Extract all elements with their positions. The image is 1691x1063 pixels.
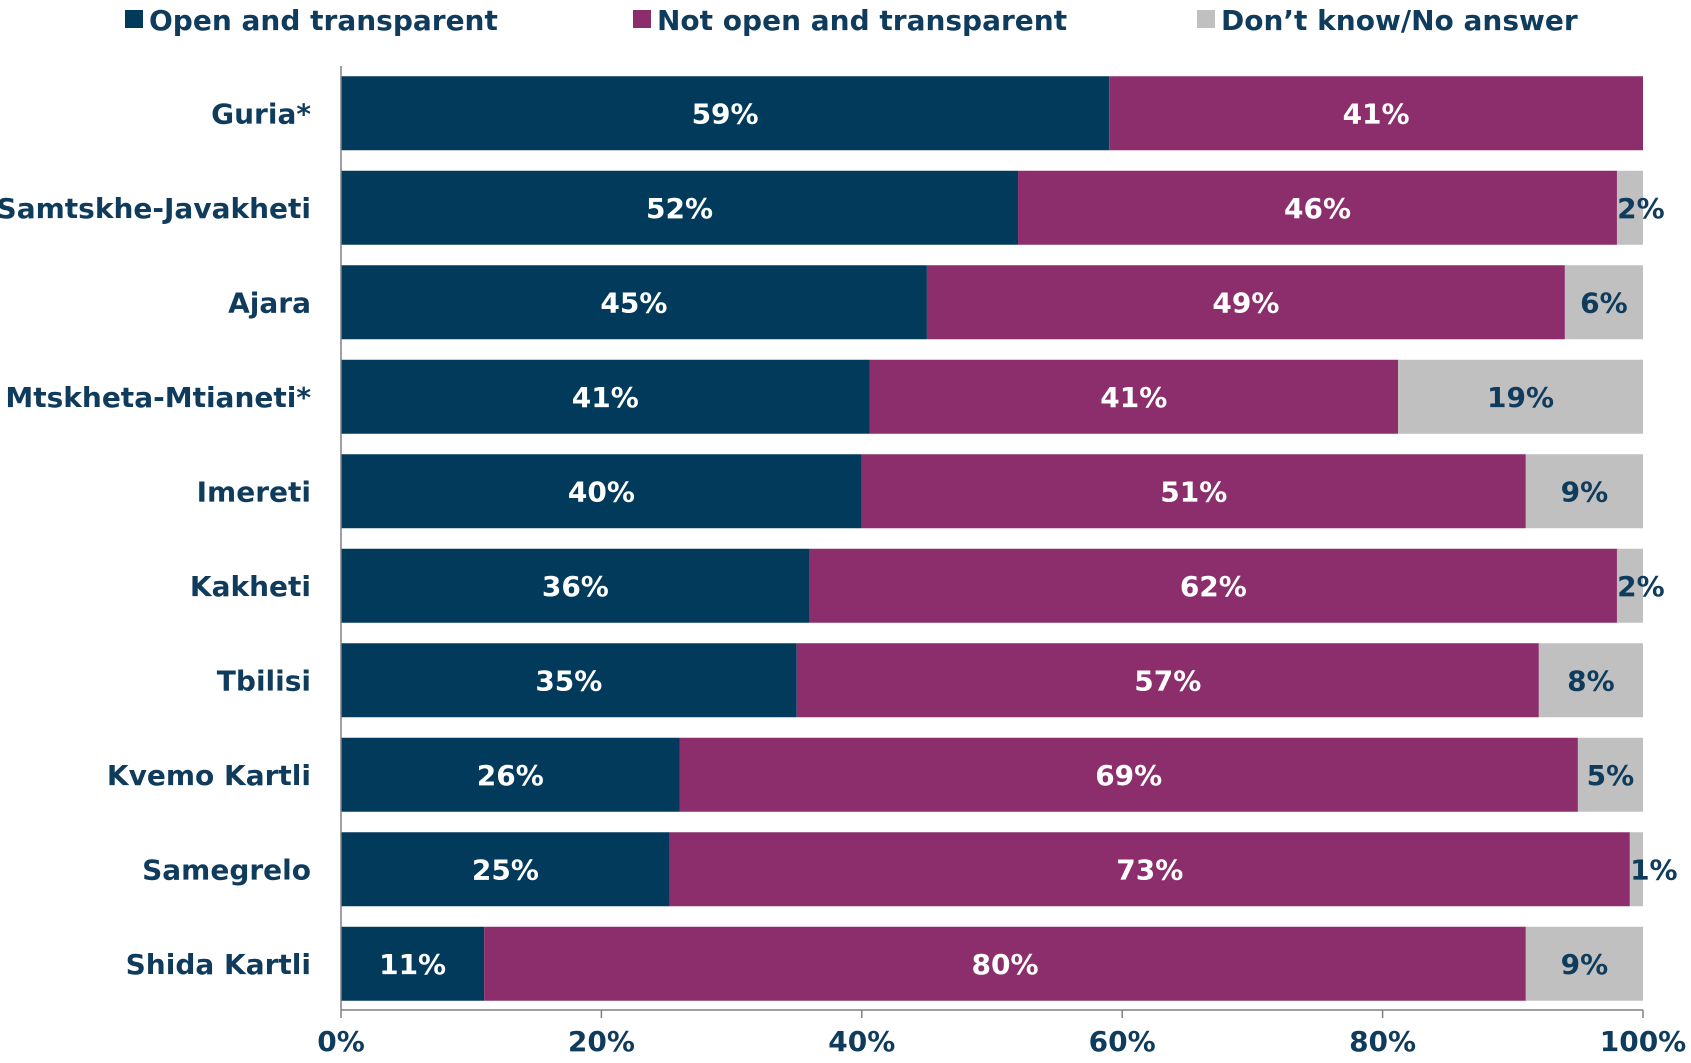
x-tick-label: 40% xyxy=(828,1025,895,1058)
category-label: Kvemo Kartli xyxy=(107,759,311,792)
data-label: 5% xyxy=(1587,759,1635,792)
legend-swatch xyxy=(125,10,143,28)
data-label: 57% xyxy=(1134,664,1201,697)
legend-swatch xyxy=(1197,10,1215,28)
data-label: 36% xyxy=(542,570,609,603)
category-label: Kakheti xyxy=(190,570,311,603)
data-label: 51% xyxy=(1160,475,1227,508)
legend-item: Don’t know/No answer xyxy=(1197,4,1578,37)
data-label: 8% xyxy=(1567,664,1615,697)
legend-item: Open and transparent xyxy=(125,4,498,37)
data-label: 26% xyxy=(477,759,544,792)
data-label: 80% xyxy=(972,948,1039,981)
legend-label: Not open and transparent xyxy=(657,4,1067,37)
data-label: 25% xyxy=(472,853,539,886)
legend-swatch xyxy=(633,10,651,28)
data-label: 41% xyxy=(572,381,639,414)
category-label: Ajara xyxy=(228,286,311,319)
data-label: 35% xyxy=(535,664,602,697)
legend-label: Don’t know/No answer xyxy=(1221,4,1578,37)
category-label: Tbilisi xyxy=(217,664,311,697)
x-tick-label: 60% xyxy=(1089,1025,1156,1058)
category-label: Guria* xyxy=(211,97,311,130)
category-label: Samegrelo xyxy=(142,853,311,886)
category-label: Samtskhe-Javakheti xyxy=(0,192,311,225)
data-label: 46% xyxy=(1284,192,1351,225)
x-tick-label: 80% xyxy=(1349,1025,1416,1058)
data-label: 9% xyxy=(1561,475,1609,508)
data-label: 59% xyxy=(692,97,759,130)
data-label: 49% xyxy=(1212,286,1279,319)
data-label: 9% xyxy=(1561,948,1609,981)
category-label: Mtskheta-Mtianeti* xyxy=(5,381,311,414)
x-tick-label: 20% xyxy=(568,1025,635,1058)
category-label: Imereti xyxy=(197,475,311,508)
data-label: 2% xyxy=(1617,192,1665,225)
x-tick-label: 0% xyxy=(317,1025,365,1058)
data-label: 41% xyxy=(1343,97,1410,130)
data-label: 40% xyxy=(568,475,635,508)
x-tick-label: 100% xyxy=(1600,1025,1687,1058)
data-label: 69% xyxy=(1095,759,1162,792)
data-label: 6% xyxy=(1580,286,1628,319)
data-label: 45% xyxy=(600,286,667,319)
data-label: 11% xyxy=(379,948,446,981)
data-label: 52% xyxy=(646,192,713,225)
data-label: 73% xyxy=(1116,853,1183,886)
data-label: 2% xyxy=(1617,570,1665,603)
data-label: 1% xyxy=(1630,853,1678,886)
legend-label: Open and transparent xyxy=(149,4,498,37)
data-label: 41% xyxy=(1100,381,1167,414)
data-label: 62% xyxy=(1180,570,1247,603)
category-label: Shida Kartli xyxy=(126,948,311,981)
data-label: 19% xyxy=(1487,381,1554,414)
legend-item: Not open and transparent xyxy=(633,4,1067,37)
